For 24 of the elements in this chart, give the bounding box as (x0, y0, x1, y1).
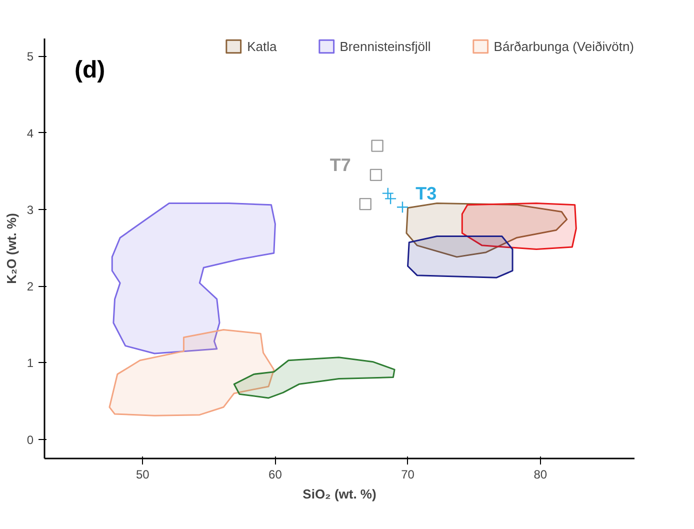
point (370, 168, 382, 182)
point (359, 198, 372, 210)
point (396, 201, 409, 214)
y-axis-title: K₂O (wt. %) (4, 213, 19, 284)
point (384, 192, 397, 205)
point (371, 140, 384, 152)
series-label: T3 (416, 184, 437, 204)
x-axis-title: SiO₂ (wt. %) (302, 486, 376, 502)
y-tick-label: 4 (26, 126, 34, 140)
x-tick-label: 50 (136, 468, 150, 482)
y-tick-label: 3 (26, 202, 34, 217)
y-tick-label: 0 (26, 432, 34, 447)
x-tick-label: 60 (268, 468, 282, 482)
series-label: T7 (330, 154, 351, 175)
legend-label: Bárðarbunga (Veiðivötn) (494, 38, 634, 54)
y-tick-label: 1 (26, 356, 34, 370)
y-tick-label: 5 (26, 50, 34, 64)
x-tick-label: 80 (534, 468, 548, 482)
legend-label: Katla (247, 38, 277, 54)
point (382, 187, 394, 200)
y-tick-label: 2 (26, 280, 34, 294)
annotation: (d) (74, 56, 106, 84)
x-tick-label: 70 (401, 468, 415, 482)
legend-label: Brennisteinsfjöll (340, 38, 431, 54)
